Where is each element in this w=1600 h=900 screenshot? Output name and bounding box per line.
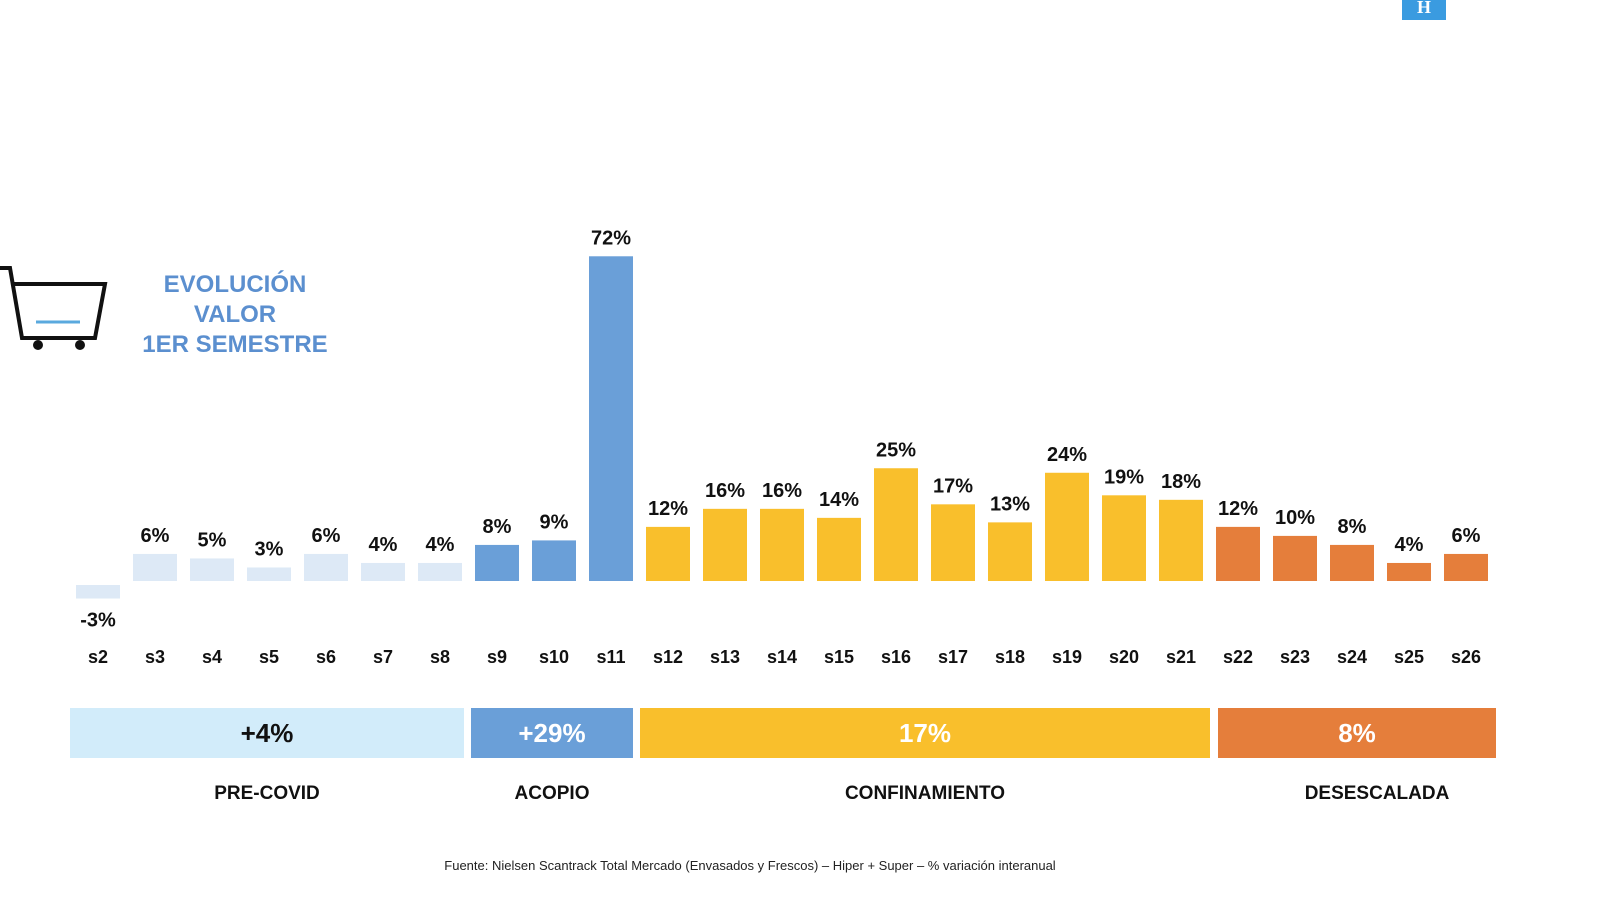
data-label-s22: 12% xyxy=(1218,498,1258,520)
data-label-s8: 4% xyxy=(426,534,455,556)
phase-value: +29% xyxy=(518,717,586,748)
source-note: Fuente: Nielsen Scantrack Total Mercado … xyxy=(444,858,1056,873)
x-tick-s18: s18 xyxy=(995,647,1025,667)
data-label-s25: 4% xyxy=(1395,534,1424,556)
bar-s2 xyxy=(76,585,120,599)
bar-s13 xyxy=(703,508,747,581)
x-tick-s25: s25 xyxy=(1394,647,1424,667)
bar-s17 xyxy=(931,504,975,581)
x-tick-s19: s19 xyxy=(1052,647,1082,667)
bar-s12 xyxy=(646,526,690,581)
chart-title: EVOLUCIÓN VALOR 1ER SEMESTRE xyxy=(120,270,350,360)
data-label-s16: 25% xyxy=(876,439,916,461)
x-tick-s17: s17 xyxy=(938,647,968,667)
x-tick-s15: s15 xyxy=(824,647,854,667)
data-label-s3: 6% xyxy=(141,525,170,547)
data-label-s15: 14% xyxy=(819,489,859,511)
x-tick-s8: s8 xyxy=(430,647,450,667)
data-label-s23: 10% xyxy=(1275,507,1315,529)
data-label-s10: 9% xyxy=(540,511,569,533)
x-tick-s4: s4 xyxy=(202,647,222,667)
x-tick-s26: s26 xyxy=(1451,647,1481,667)
bar-s18 xyxy=(988,522,1032,581)
phase-box-pre-covid: +4% xyxy=(70,708,464,758)
x-tick-s22: s22 xyxy=(1223,647,1253,667)
x-tick-s2: s2 xyxy=(88,647,108,667)
bar-s19 xyxy=(1045,472,1089,581)
data-label-s6: 6% xyxy=(312,525,341,547)
phase-box-confinamiento: 17% xyxy=(640,708,1210,758)
bar-s5 xyxy=(247,567,291,581)
phase-label-desescalada: DESESCALADA xyxy=(1304,783,1450,804)
shopping-cart-icon xyxy=(0,266,108,350)
bar-s3 xyxy=(133,553,177,581)
data-label-s19: 24% xyxy=(1047,444,1087,466)
data-label-s9: 8% xyxy=(483,516,512,538)
data-label-s4: 5% xyxy=(198,529,227,551)
bar-s8 xyxy=(418,562,462,581)
bar-s22 xyxy=(1216,526,1260,581)
phase-label-acopio: ACOPIO xyxy=(514,783,590,804)
data-label-s18: 13% xyxy=(990,493,1030,515)
title-line: 1ER SEMESTRE xyxy=(142,331,328,358)
x-tick-s16: s16 xyxy=(881,647,911,667)
x-tick-s24: s24 xyxy=(1337,647,1367,667)
bar-s10 xyxy=(532,540,576,581)
x-tick-s13: s13 xyxy=(710,647,740,667)
bar-s16 xyxy=(874,468,918,581)
x-tick-s7: s7 xyxy=(373,647,393,667)
x-tick-s20: s20 xyxy=(1109,647,1139,667)
x-tick-s3: s3 xyxy=(145,647,165,667)
data-label-s12: 12% xyxy=(648,498,688,520)
data-label-s11: 72% xyxy=(591,227,631,249)
data-label-s26: 6% xyxy=(1452,525,1481,547)
x-tick-s9: s9 xyxy=(487,647,507,667)
bar-s14 xyxy=(760,508,804,581)
bar-s6 xyxy=(304,553,348,581)
bar-chart: -3% s2 6% s3 5% s4 3% s5 6% s6 4% s7 4% s8 8% s9 9% s10 72… xyxy=(76,227,1488,667)
bar-s4 xyxy=(190,558,234,581)
data-label-s7: 4% xyxy=(369,534,398,556)
bar-s23 xyxy=(1273,535,1317,581)
title-line: EVOLUCIÓN xyxy=(163,271,307,298)
bar-s25 xyxy=(1387,562,1431,581)
phase-box-acopio: +29% xyxy=(471,708,633,758)
x-tick-s21: s21 xyxy=(1166,647,1196,667)
phase-value: 17% xyxy=(898,717,952,748)
data-label-s13: 16% xyxy=(705,480,745,502)
phase-box-desescalada: 8% xyxy=(1218,708,1496,758)
data-label-s20: 19% xyxy=(1104,466,1144,488)
x-tick-s6: s6 xyxy=(316,647,336,667)
bar-s11 xyxy=(589,256,633,581)
x-tick-s23: s23 xyxy=(1280,647,1310,667)
data-label-s24: 8% xyxy=(1338,516,1367,538)
data-label-s14: 16% xyxy=(762,480,802,502)
phase-value: 8% xyxy=(1338,717,1376,748)
phase-value: +4% xyxy=(240,717,294,748)
data-label-s17: 17% xyxy=(933,475,973,497)
x-tick-s10: s10 xyxy=(539,647,569,667)
data-label-s5: 3% xyxy=(255,538,284,560)
bar-s20 xyxy=(1102,495,1146,581)
data-label-s21: 18% xyxy=(1161,471,1201,493)
phase-label-confinamiento: CONFINAMIENTO xyxy=(844,783,1006,804)
x-tick-s5: s5 xyxy=(259,647,279,667)
bar-s9 xyxy=(475,544,519,581)
bar-s15 xyxy=(817,517,861,581)
bar-s26 xyxy=(1444,553,1488,581)
x-tick-s14: s14 xyxy=(767,647,797,667)
brand-logo: H xyxy=(1402,0,1446,20)
data-label-s2: -3% xyxy=(80,610,116,632)
x-tick-s12: s12 xyxy=(653,647,683,667)
bar-s24 xyxy=(1330,544,1374,581)
bar-s21 xyxy=(1159,499,1203,581)
bar-s7 xyxy=(361,562,405,581)
phase-label-pre-covid: PRE-COVID xyxy=(214,783,320,804)
title-line: VALOR xyxy=(193,301,277,328)
x-tick-s11: s11 xyxy=(596,647,625,667)
